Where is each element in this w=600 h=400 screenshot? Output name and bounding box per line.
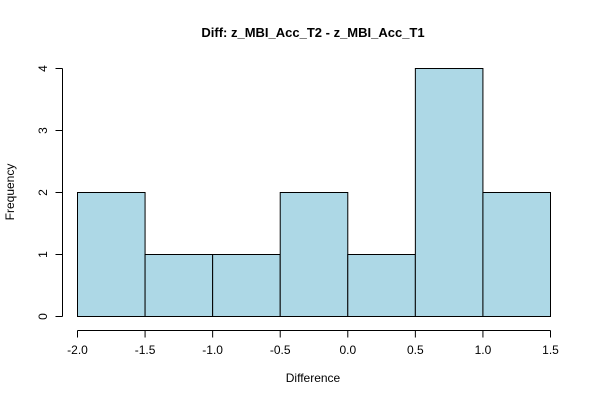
histogram-bar: [77, 192, 146, 317]
histogram-bar: [347, 254, 416, 317]
y-tick-label: 0: [36, 313, 50, 320]
histogram-bar: [279, 192, 349, 317]
y-tick-label: 3: [36, 127, 50, 134]
histogram-bar: [414, 68, 484, 317]
x-tick-label: 1.5: [542, 343, 559, 357]
y-tick-label: 1: [36, 251, 50, 258]
histogram-bar: [144, 254, 214, 317]
y-tick-label: 2: [36, 189, 50, 196]
y-tick-label: 4: [36, 65, 50, 72]
x-axis: -2.0 -1.5 -1.0 -0.5 0.0 0.5 1.0 1.5: [67, 330, 559, 357]
x-tick-label: -0.5: [270, 343, 291, 357]
chart-title: Diff: z_MBI_Acc_T2 - z_MBI_Acc_T1: [201, 25, 424, 40]
histogram-bars: [77, 68, 551, 317]
x-axis-label: Difference: [286, 371, 341, 385]
x-tick-label: -2.0: [67, 343, 88, 357]
x-tick-label: 1.0: [475, 343, 492, 357]
y-axis: 0 1 2 3 4: [36, 65, 63, 320]
x-tick-label: 0.0: [339, 343, 356, 357]
x-tick-label: -1.0: [202, 343, 223, 357]
histogram-bar: [482, 192, 551, 317]
x-tick-label: 0.5: [407, 343, 424, 357]
histogram-bar: [212, 254, 281, 317]
y-axis-label: Frequency: [3, 164, 17, 221]
x-tick-label: -1.5: [135, 343, 156, 357]
